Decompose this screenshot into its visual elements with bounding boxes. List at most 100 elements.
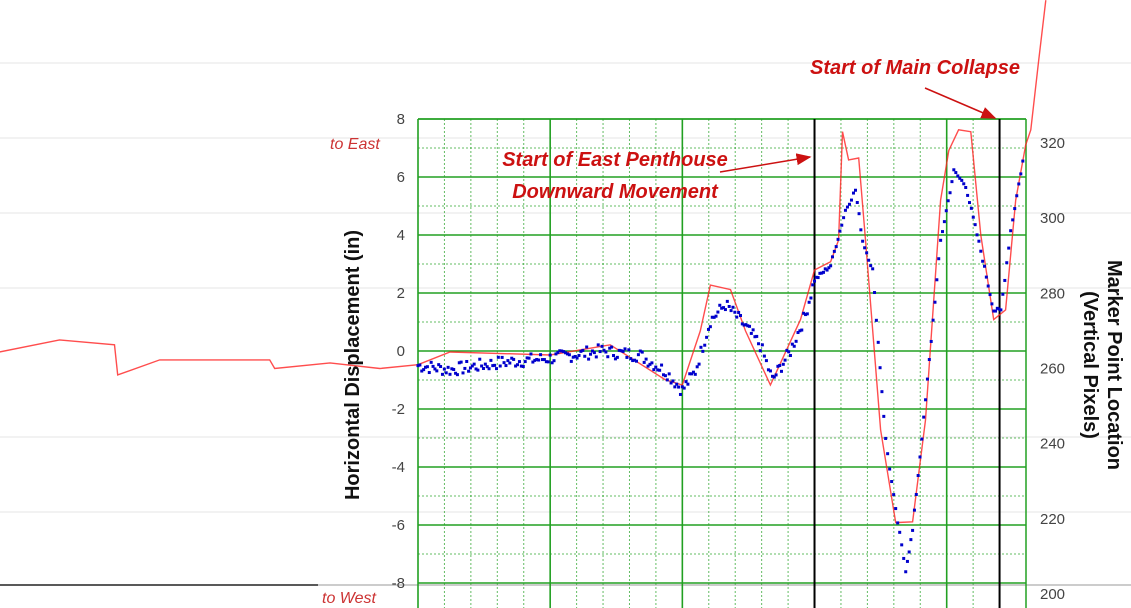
blue-data-point (902, 556, 906, 560)
blue-data-point (821, 270, 825, 274)
blue-data-point (446, 365, 450, 369)
blue-data-point (619, 349, 623, 353)
right-axis-tick-label: 300 (1040, 210, 1065, 227)
left-axis-tick-label: -6 (392, 517, 405, 534)
blue-data-point (818, 271, 822, 275)
blue-data-point (569, 359, 573, 363)
right-axis-title-line1: Marker Point Location (1103, 260, 1125, 470)
blue-data-point (925, 377, 929, 381)
blue-data-point (523, 360, 527, 364)
blue-data-point (433, 367, 437, 371)
red-series-line (0, 0, 1047, 524)
blue-data-point (927, 358, 931, 362)
blue-data-point (874, 318, 878, 322)
blue-data-point (931, 318, 935, 322)
blue-data-point (612, 354, 616, 358)
blue-data-point (675, 382, 679, 386)
blue-data-point (755, 334, 759, 338)
blue-data-point (825, 268, 829, 272)
blue-data-point (589, 352, 593, 356)
blue-data-point (431, 364, 435, 368)
blue-data-point (900, 543, 904, 547)
blue-data-point (712, 315, 716, 319)
blue-data-point (705, 335, 709, 339)
left-axis-title: Horizontal Displacement (in) (342, 230, 364, 500)
blue-data-point (673, 385, 677, 389)
blue-data-point (832, 249, 836, 253)
blue-data-point (1005, 261, 1009, 265)
blue-data-point (587, 357, 591, 361)
blue-data-point (898, 530, 902, 534)
blue-data-point (665, 378, 669, 382)
blue-data-point (613, 357, 617, 361)
blue-data-point (742, 323, 746, 327)
left-axis-tick-label: -4 (392, 459, 405, 476)
blue-data-point (556, 350, 560, 354)
blue-data-point (840, 223, 844, 227)
blue-data-point (853, 188, 857, 192)
blue-data-point (420, 369, 424, 373)
blue-data-point (805, 312, 809, 316)
blue-data-point (722, 306, 726, 310)
blue-data-point (842, 216, 846, 220)
blue-data-point (792, 344, 796, 348)
blue-data-point (861, 239, 865, 243)
blue-data-point (693, 372, 697, 376)
blue-data-point (778, 364, 782, 368)
right-axis-tick-label: 260 (1040, 361, 1065, 378)
blue-data-point (800, 328, 804, 332)
blue-data-point (487, 367, 491, 371)
blue-data-point (748, 324, 752, 328)
blue-data-point (916, 474, 920, 478)
blue-data-point (802, 311, 806, 315)
to-east-label: to East (330, 136, 380, 153)
blue-data-point (429, 360, 433, 364)
blue-data-point (785, 348, 789, 352)
blue-data-point (1001, 292, 1005, 296)
blue-data-point (871, 267, 875, 271)
blue-data-point (494, 367, 498, 371)
blue-data-point (695, 365, 699, 369)
blue-data-point (481, 367, 485, 371)
blue-data-point (623, 347, 627, 351)
blue-data-point (956, 174, 960, 178)
blue-data-point (610, 345, 614, 349)
blue-data-point (474, 367, 478, 371)
blue-data-point (912, 508, 916, 512)
blue-data-point (422, 368, 426, 372)
blue-data-point (865, 251, 869, 255)
blue-data-point (922, 415, 926, 419)
blue-data-point (749, 331, 753, 335)
blue-data-point (933, 300, 937, 304)
right-axis-tick-label: 200 (1040, 586, 1065, 603)
blue-data-point (533, 358, 537, 362)
event-lines (813, 119, 1001, 608)
blue-data-point (766, 368, 770, 372)
blue-data-point (1011, 218, 1015, 222)
blue-data-point (583, 354, 587, 358)
blue-data-point (594, 355, 598, 359)
background-lines (0, 62, 1131, 586)
blue-data-point (941, 230, 945, 234)
blue-data-point (894, 507, 898, 511)
blue-data-point (882, 414, 886, 418)
blue-data-point (737, 310, 741, 314)
annotation-penthouse-line2: Downward Movement (512, 181, 719, 203)
blue-data-point (973, 223, 977, 227)
blue-data-point (731, 305, 735, 309)
blue-data-point (648, 362, 652, 366)
blue-data-point (627, 348, 631, 352)
annotation-collapse: Start of Main Collapse (810, 57, 1020, 79)
blue-data-point (690, 372, 694, 376)
blue-data-point (720, 306, 724, 310)
blue-data-point (986, 284, 990, 288)
blue-data-point (869, 264, 873, 268)
blue-data-point (939, 238, 943, 242)
blue-data-point (834, 245, 838, 249)
blue-data-point (733, 310, 737, 314)
blue-data-point (640, 350, 644, 354)
blue-data-point (907, 550, 911, 554)
blue-data-point (718, 303, 722, 307)
left-axis-tick-label: 6 (397, 169, 405, 186)
blue-data-point (774, 373, 778, 377)
